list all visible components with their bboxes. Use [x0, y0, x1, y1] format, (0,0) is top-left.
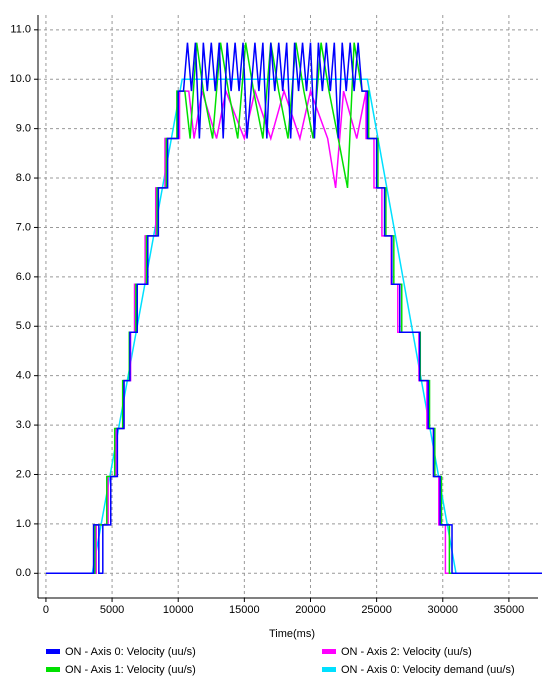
y-tick-label: 8.0 [16, 172, 31, 184]
x-tick-label: 30000 [427, 604, 458, 616]
y-tick-label: 1.0 [16, 518, 31, 530]
y-tick-label: 0.0 [16, 567, 31, 579]
y-tick-label: 5.0 [16, 320, 31, 332]
legend-label: ON - Axis 0: Velocity (uu/s) [65, 646, 196, 658]
y-tick-label: 4.0 [16, 370, 31, 382]
y-tick-label: 3.0 [16, 419, 31, 431]
legend-label: ON - Axis 0: Velocity demand (uu/s) [341, 664, 515, 676]
legend-label: ON - Axis 1: Velocity (uu/s) [65, 664, 196, 676]
x-tick-label: 35000 [494, 604, 525, 616]
legend-swatch [46, 649, 60, 654]
x-tick-label: 20000 [295, 604, 326, 616]
legend-swatch [46, 667, 60, 672]
legend-swatch [322, 649, 336, 654]
x-axis-label: Time(ms) [269, 628, 315, 640]
y-tick-label: 7.0 [16, 221, 31, 233]
legend-label: ON - Axis 2: Velocity (uu/s) [341, 646, 472, 658]
x-tick-label: 25000 [361, 604, 392, 616]
plot-area [38, 15, 538, 598]
y-tick-label: 10.0 [10, 73, 31, 85]
x-tick-label: 0 [43, 604, 49, 616]
series-line [45, 42, 542, 575]
legend-swatch [322, 667, 336, 672]
y-tick-label: 11.0 [10, 24, 31, 36]
x-tick-label: 5000 [100, 604, 124, 616]
y-tick-label: 2.0 [16, 468, 31, 480]
y-tick-label: 9.0 [16, 123, 31, 135]
x-tick-label: 15000 [229, 604, 260, 616]
x-tick-label: 10000 [163, 604, 194, 616]
y-tick-label: 6.0 [16, 271, 31, 283]
